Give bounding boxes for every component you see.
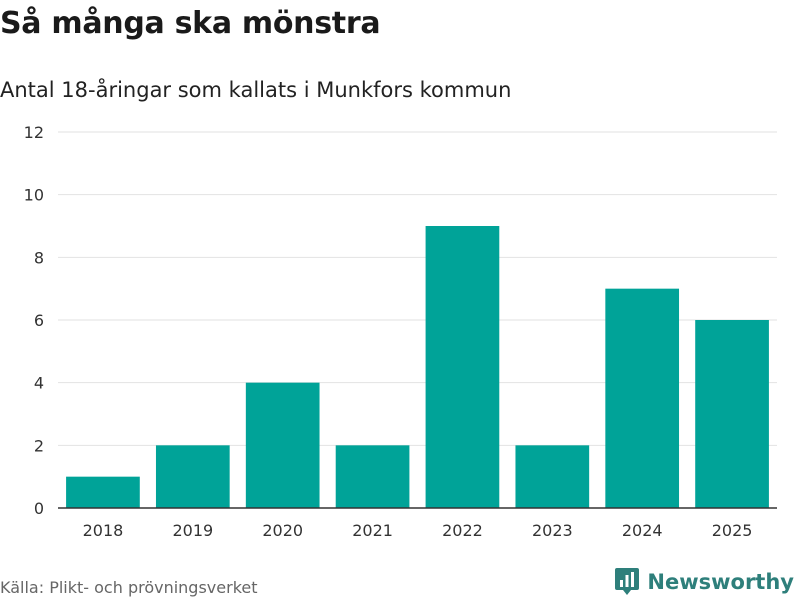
- bar-chart: 0 2 4 6 8 10 12 2018 2019 2020 2021 2022 2023 2024 202…: [24, 123, 777, 540]
- y-tick-label: 4: [34, 374, 44, 393]
- axes: 0 2 4 6 8 10 12 2018 2019 2020 2021 2022 2023 2024 202…: [24, 123, 777, 540]
- chart-title: Så många ska mönstra: [0, 6, 381, 41]
- x-tick-label: 2024: [622, 521, 663, 540]
- bar: [425, 226, 500, 508]
- x-tick-label: 2022: [442, 521, 483, 540]
- brand-name: Newsworthy: [647, 570, 794, 594]
- bar: [605, 288, 680, 508]
- x-tick-label: 2023: [532, 521, 573, 540]
- bar: [245, 382, 320, 508]
- chart-subtitle: Antal 18-åringar som kallats i Munkfors …: [0, 78, 512, 102]
- bars: [66, 226, 769, 508]
- bar: [66, 476, 140, 508]
- bar: [695, 320, 769, 508]
- bar: [335, 445, 410, 508]
- x-tick-label: 2020: [262, 521, 303, 540]
- y-tick-label: 0: [34, 499, 44, 518]
- x-tick-label: 2025: [712, 521, 753, 540]
- bar: [155, 445, 230, 508]
- y-tick-label: 8: [34, 248, 44, 267]
- bar: [515, 445, 590, 508]
- y-tick-label: 6: [34, 311, 44, 330]
- source-note: Källa: Plikt- och prövningsverket: [0, 578, 258, 597]
- y-tick-label: 12: [24, 123, 44, 142]
- y-tick-label: 10: [24, 186, 44, 205]
- x-tick-label: 2021: [352, 521, 393, 540]
- x-tick-label: 2018: [83, 521, 124, 540]
- x-tick-label: 2019: [172, 521, 213, 540]
- y-tick-label: 2: [34, 436, 44, 455]
- brand-logo: Newsworthy: [615, 568, 794, 596]
- bar-chart-logo-icon: [615, 568, 640, 595]
